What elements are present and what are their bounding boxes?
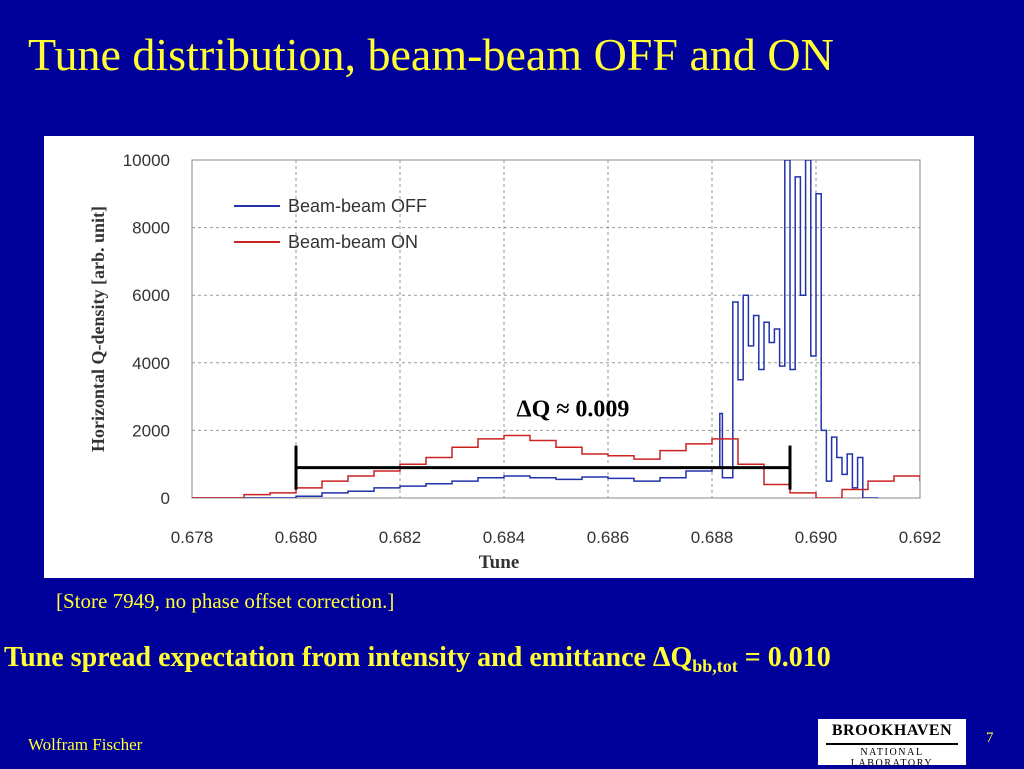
y-tick-label: 4000 [132,354,170,373]
tune-spread-expectation: Tune spread expectation from intensity a… [4,642,831,677]
x-tick-label: 0.692 [899,528,942,547]
logo-top-text: BROOKHAVEN [831,722,953,739]
logo-rule [826,743,958,745]
y-tick-label: 6000 [132,286,170,305]
chart-caption: [Store 7949, no phase offset correction.… [56,589,395,613]
x-tick-label: 0.686 [587,528,630,547]
legend-label: Beam-beam OFF [288,196,427,216]
x-tick-label: 0.682 [379,528,422,547]
slide-title: Tune distribution, beam-beam OFF and ON [28,29,834,80]
x-tick-label: 0.684 [483,528,526,547]
expectation-symbol: ΔQ [652,642,693,673]
x-axis-label: Tune [479,552,520,573]
y-tick-label: 8000 [132,219,170,238]
y-tick-label: 0 [161,489,170,508]
logo-bottom-text: NATIONAL LABORATORY [850,747,934,769]
y-tick-label: 10000 [123,151,170,170]
chart-panel: 0.678 0.680 0.682 0.684 0.686 0.688 0.690 0.692… [44,136,974,578]
y-axis-label: Horizontal Q-density [arb. unit] [88,206,108,452]
legend-label: Beam-beam ON [288,232,418,252]
x-tick-label: 0.680 [275,528,318,547]
expectation-subscript: bb,tot [692,656,738,676]
series-line-beam-beam-off [192,160,879,498]
expectation-text: Tune spread expectation from intensity a… [4,642,653,673]
series-line-beam-beam-on [192,434,920,498]
x-tick-label: 0.690 [795,528,838,547]
brookhaven-logo: BROOKHAVEN NATIONAL LABORATORY [818,719,966,769]
x-tick-label: 0.678 [171,528,214,547]
y-tick-label: 2000 [132,421,170,440]
chart-svg: 0.678 0.680 0.682 0.684 0.686 0.688 0.690 0.692… [88,151,942,573]
page-number: 7 [986,730,994,746]
author-name: Wolfram Fischer [28,735,143,754]
expectation-value: = 0.010 [737,642,831,673]
annotation-label: ΔQ ≈ 0.009 [517,397,630,423]
x-tick-label: 0.688 [691,528,734,547]
